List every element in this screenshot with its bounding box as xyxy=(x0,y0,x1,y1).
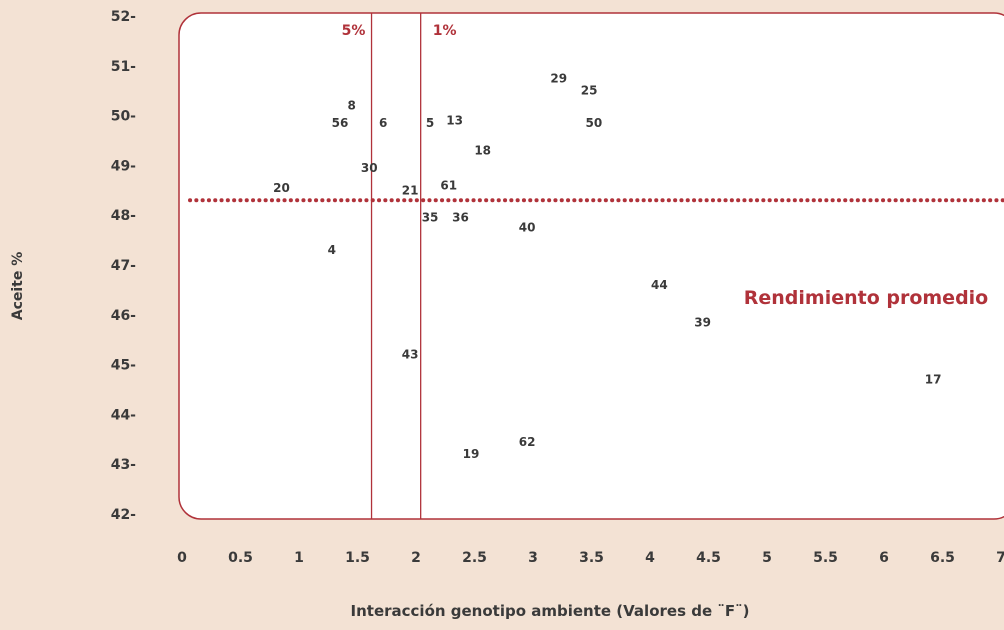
y-tick-label: 48- xyxy=(111,208,136,224)
x-tick-label: 3 xyxy=(528,550,538,566)
x-tick-label: 5 xyxy=(762,550,772,566)
x-tick-label: 0.5 xyxy=(228,550,253,566)
data-point-8: 8 xyxy=(347,99,355,113)
data-point-62: 62 xyxy=(519,435,536,449)
data-point-56: 56 xyxy=(332,116,349,130)
y-axis-ticks: 42- 43- 44- 45- 46- 47- 48- 49- 50- 51- 52- xyxy=(111,9,136,523)
y-tick-label: 50- xyxy=(111,109,136,125)
x-tick-label: 0 xyxy=(177,550,187,566)
data-point-20: 20 xyxy=(273,181,290,195)
threshold-label-1: 1% xyxy=(433,23,457,39)
x-axis-label: Interacción genotipo ambiente (Valores d… xyxy=(351,602,750,620)
data-point-61: 61 xyxy=(440,178,457,192)
x-tick-label: 2.5 xyxy=(462,550,487,566)
data-point-5: 5 xyxy=(426,116,434,130)
average-yield-label: Rendimiento promedio xyxy=(744,287,989,309)
data-point-6: 6 xyxy=(379,116,387,130)
data-point-44: 44 xyxy=(651,278,668,292)
data-point-4: 4 xyxy=(328,243,336,257)
x-tick-label: 6 xyxy=(879,550,889,566)
y-tick-label: 43- xyxy=(111,457,136,473)
y-tick-label: 42- xyxy=(111,507,136,523)
x-tick-label: 5.5 xyxy=(813,550,838,566)
data-point-30: 30 xyxy=(361,161,378,175)
x-tick-label: 4.5 xyxy=(696,550,721,566)
y-axis-label: Aceite % xyxy=(10,252,26,321)
data-point-50: 50 xyxy=(585,116,602,130)
x-tick-label: 4 xyxy=(645,550,655,566)
reference-lines: 5% 1% Rendimiento promedio xyxy=(188,13,1004,519)
data-point-18: 18 xyxy=(474,143,491,157)
x-tick-label: 2 xyxy=(411,550,421,566)
x-tick-label: 1 xyxy=(294,550,304,566)
data-point-17: 17 xyxy=(925,373,942,387)
x-axis-ticks: 0 0.5 1 1.5 2 2.5 3 3.5 4 4.5 5 5.5 6 6.5 7 xyxy=(177,550,1004,566)
data-point-19: 19 xyxy=(463,447,480,461)
plot-area xyxy=(178,12,1004,520)
data-point-25: 25 xyxy=(581,84,598,98)
y-tick-label: 45- xyxy=(111,358,136,374)
y-tick-label: 44- xyxy=(111,407,136,423)
x-tick-label: 3.5 xyxy=(579,550,604,566)
y-tick-label: 51- xyxy=(111,59,136,75)
data-point-43: 43 xyxy=(402,348,419,362)
threshold-label-0: 5% xyxy=(342,23,366,39)
y-tick-label: 47- xyxy=(111,258,136,274)
y-tick-label: 46- xyxy=(111,308,136,324)
data-point-39: 39 xyxy=(694,315,711,329)
data-point-36: 36 xyxy=(452,211,469,225)
data-point-35: 35 xyxy=(422,211,439,225)
x-tick-label: 6.5 xyxy=(930,550,955,566)
y-tick-label: 52- xyxy=(111,9,136,25)
x-tick-label: 7 xyxy=(996,550,1004,566)
data-point-21: 21 xyxy=(402,183,419,197)
data-point-13: 13 xyxy=(446,114,463,128)
y-tick-label: 49- xyxy=(111,158,136,174)
data-point-29: 29 xyxy=(550,71,567,85)
x-tick-label: 1.5 xyxy=(345,550,370,566)
data-point-40: 40 xyxy=(519,221,536,235)
